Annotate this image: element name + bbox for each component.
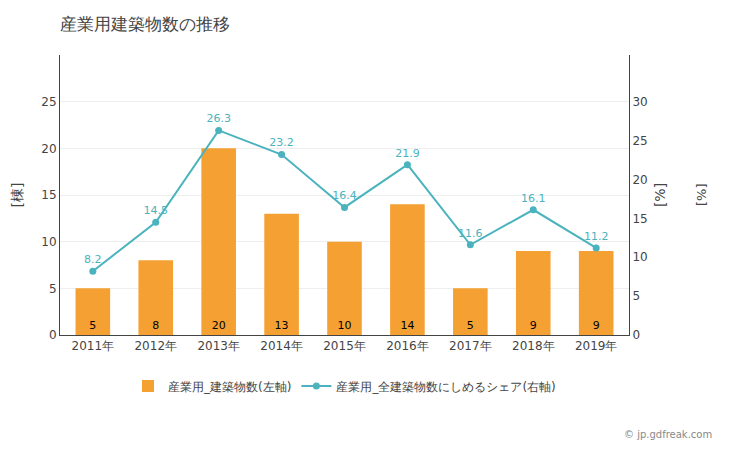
- svg-text:2019年: 2019年: [575, 339, 618, 353]
- svg-text:9: 9: [530, 319, 537, 332]
- svg-text:14.5: 14.5: [143, 204, 168, 217]
- svg-text:10: 10: [338, 319, 352, 332]
- svg-text:9: 9: [593, 319, 600, 332]
- svg-text:15: 15: [41, 188, 56, 202]
- svg-text:[%]: [%]: [652, 183, 668, 207]
- svg-text:25: 25: [632, 134, 647, 148]
- svg-text:13: 13: [275, 319, 289, 332]
- svg-text:2015年: 2015年: [323, 339, 366, 353]
- svg-text:2011年: 2011年: [72, 339, 115, 353]
- svg-text:20: 20: [632, 173, 647, 187]
- svg-text:11.2: 11.2: [584, 230, 609, 243]
- svg-text:[棟]: [棟]: [9, 183, 25, 208]
- svg-text:5: 5: [632, 289, 640, 303]
- svg-text:5: 5: [89, 319, 96, 332]
- svg-text:11.6: 11.6: [458, 227, 483, 240]
- svg-text:2012年: 2012年: [134, 339, 177, 353]
- svg-text:26.3: 26.3: [206, 112, 231, 125]
- svg-text:5: 5: [467, 319, 474, 332]
- svg-text:15: 15: [632, 212, 647, 226]
- svg-text:2016年: 2016年: [386, 339, 429, 353]
- svg-text:16.4: 16.4: [332, 189, 357, 202]
- svg-text:2014年: 2014年: [260, 339, 303, 353]
- svg-text:0: 0: [632, 328, 640, 342]
- svg-text:2017年: 2017年: [449, 339, 492, 353]
- svg-text:2013年: 2013年: [197, 339, 240, 353]
- svg-text:8: 8: [152, 319, 159, 332]
- svg-text:2018年: 2018年: [512, 339, 555, 353]
- svg-text:16.1: 16.1: [521, 192, 546, 205]
- svg-text:8.2: 8.2: [84, 253, 102, 266]
- svg-text:10: 10: [632, 250, 647, 264]
- svg-text:5: 5: [49, 282, 57, 296]
- svg-text:23.2: 23.2: [269, 136, 294, 149]
- svg-text:© jp.gdfreak.com: © jp.gdfreak.com: [624, 429, 712, 440]
- svg-text:産業用建築物数の推移: 産業用建築物数の推移: [60, 14, 230, 34]
- svg-text:20: 20: [41, 142, 56, 156]
- svg-text:10: 10: [41, 235, 56, 249]
- svg-text:25: 25: [41, 95, 56, 109]
- svg-text:産業用_建築物数(左軸): 産業用_建築物数(左軸): [168, 380, 291, 394]
- svg-text:[%]: [%]: [694, 184, 709, 207]
- svg-text:産業用_全建築物数にしめるシェア(右軸): 産業用_全建築物数にしめるシェア(右軸): [336, 380, 555, 394]
- svg-text:0: 0: [49, 328, 57, 342]
- svg-text:30: 30: [632, 95, 647, 109]
- svg-text:20: 20: [212, 319, 226, 332]
- svg-text:21.9: 21.9: [395, 147, 420, 160]
- svg-text:14: 14: [400, 319, 414, 332]
